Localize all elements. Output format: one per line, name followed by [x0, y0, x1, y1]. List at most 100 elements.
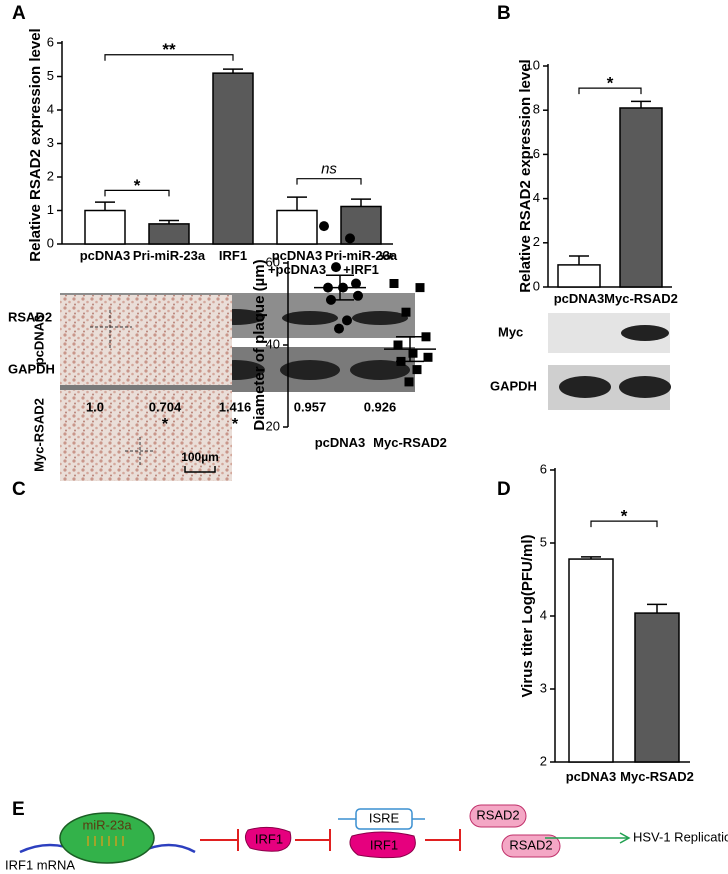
band-ratio: 1.0 [86, 399, 104, 414]
diagram-text: HSV-1 Replication [633, 829, 728, 844]
y-tick-label: 10 [526, 57, 540, 72]
significance: ** [380, 250, 394, 270]
panel-label: C [12, 479, 26, 500]
significance-bracket [104, 189, 170, 197]
band-significance: * [162, 416, 169, 433]
significance: * [134, 176, 141, 195]
diagram-text: miR-23a [82, 817, 132, 832]
bar [276, 209, 318, 245]
panel-label: D [497, 479, 511, 500]
plaque-cross [90, 310, 155, 465]
diagram-text: IRF1 [255, 831, 283, 846]
y-tick-label: 1 [47, 202, 54, 217]
x-tick-label: Pri-miR-23a [132, 248, 206, 263]
x-tick-label: pcDNA3 [565, 769, 617, 784]
isre-box [355, 808, 413, 830]
point [393, 340, 403, 350]
y-tick-label: 4 [540, 607, 547, 622]
point [401, 307, 411, 317]
y-tick-label: 5 [540, 534, 547, 549]
y-axis-title: Relative RSAD2 expression level [27, 28, 44, 261]
diagram-text: IRF1 mRNA [5, 857, 75, 872]
significance: * [621, 507, 628, 526]
point [319, 221, 329, 232]
rsad2-protein [469, 804, 527, 828]
significance: ns [321, 161, 337, 178]
point [351, 278, 361, 289]
diagram-text: RSAD2 [476, 807, 519, 822]
y-tick-label: 6 [533, 146, 540, 161]
micrograph [60, 390, 232, 481]
bar [634, 612, 680, 763]
activation-arrow [545, 832, 631, 844]
y-tick-label: 60 [266, 254, 280, 269]
point [423, 352, 433, 362]
y-tick-label: 0 [533, 278, 540, 293]
diagram-text: IRF1 [370, 837, 398, 852]
y-tick-label: 8 [533, 102, 540, 117]
blot-label: GAPDH [490, 378, 537, 393]
point [408, 348, 418, 358]
point [334, 323, 344, 334]
y-axis-title: Relative RSAD2 expression level [517, 59, 534, 292]
panel-label: E [12, 799, 25, 820]
blot-label: Myc [498, 324, 523, 339]
significance-bracket [104, 54, 234, 61]
panel-label: A [12, 3, 26, 24]
diagram-text: ISRE [369, 810, 400, 825]
y-tick-label: 0 [47, 235, 54, 250]
y-tick-label: 2 [540, 753, 547, 768]
x-tick-label: Pri-miR-23a +IRF1 [324, 248, 398, 277]
y-tick-label: 4 [47, 101, 54, 116]
significance-bracket [578, 87, 642, 95]
band-significance: * [232, 416, 239, 433]
scale-bar [184, 466, 216, 473]
y-axis-title: Virus titer Log(PFU/ml) [519, 534, 536, 697]
x-tick-label: pcDNA3 [553, 291, 605, 306]
point [345, 233, 355, 244]
bar [557, 264, 601, 288]
y-tick-label: 4 [533, 190, 540, 205]
mirna-complex [59, 812, 155, 864]
x-tick-label: pcDNA3 [314, 435, 366, 450]
image-label: pcDNA3 [31, 315, 46, 366]
scale-bar-label: 100µm [181, 450, 219, 464]
band-ratio: 1.416 [219, 399, 252, 414]
bar [619, 107, 663, 288]
x-tick-label: pcDNA3 +pcDNA3 [267, 248, 327, 277]
x-tick-label: Myc-RSAD2 [373, 435, 447, 450]
y-tick-label: 5 [47, 68, 54, 83]
band-ratio: 0.957 [294, 399, 327, 414]
micrograph [60, 295, 232, 385]
x-tick-label: IRF1 [218, 248, 248, 263]
irf1-protein [244, 826, 292, 852]
bar [84, 209, 126, 245]
panel-label: B [497, 3, 511, 24]
significance: * [607, 74, 614, 93]
y-tick-label: 3 [540, 680, 547, 695]
point [412, 365, 422, 375]
bar [212, 72, 254, 245]
significance: ** [162, 40, 176, 59]
point [342, 315, 352, 326]
y-tick-label: 20 [266, 418, 280, 433]
y-tick-label: 3 [47, 135, 54, 150]
y-tick-label: 6 [540, 461, 547, 476]
bar [148, 223, 190, 245]
band-ratio: 0.704 [149, 399, 182, 414]
irf1-protein [349, 831, 416, 859]
point [389, 279, 399, 288]
significance-bracket [296, 178, 362, 185]
y-tick-label: 40 [266, 336, 280, 351]
y-tick-label: 6 [47, 34, 54, 49]
point [331, 262, 341, 273]
blot-label: RSAD2 [8, 309, 52, 324]
blot-bands [559, 325, 671, 398]
diagram-text: RSAD2 [509, 837, 552, 852]
point [421, 332, 431, 342]
inhibition-arrows [200, 829, 461, 851]
base-pairs [87, 836, 124, 846]
band-ratio: 0.926 [364, 399, 397, 414]
